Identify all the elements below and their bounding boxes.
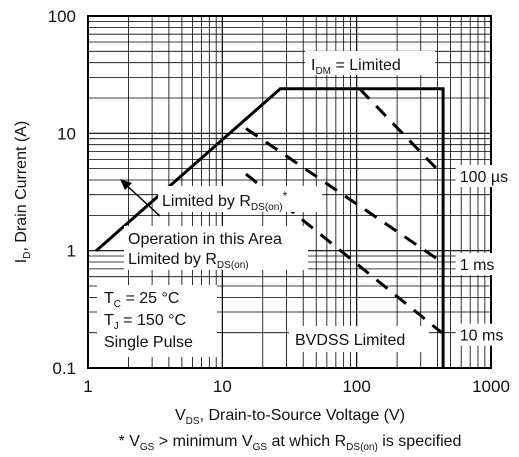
condition-tj: TJ = 150 °C <box>104 312 186 332</box>
operation-label-line1: Operation in this Area <box>128 231 282 248</box>
x-tick-label: 10 <box>213 377 232 396</box>
operation-label-line2: Limited by RDS(on) <box>128 251 249 271</box>
series-label-bg <box>455 253 512 276</box>
plot-frame <box>87 15 492 369</box>
y-tick-label: 0.1 <box>52 359 76 378</box>
rds-arrow <box>123 182 161 217</box>
idm-label: IDM = Limited <box>311 57 401 77</box>
series-label-bg <box>455 323 512 346</box>
idm-label-bg <box>305 51 435 75</box>
operation-label-bg <box>124 226 308 270</box>
y-tick-label: 10 <box>57 124 76 143</box>
x-tick-label: 1 <box>83 377 92 396</box>
condition-pulse: Single Pulse <box>104 334 193 351</box>
rds-label: Limited by RDS(on)* <box>162 189 288 213</box>
x-axis-label: VDS, Drain-to-Source Voltage (V) <box>175 407 405 427</box>
y-axis-label: ID, Drain Current (A) <box>13 121 33 263</box>
series-label-bg <box>455 165 512 188</box>
condition-tc: TC = 25 °C <box>104 290 179 310</box>
rds-label-bg <box>158 186 322 212</box>
pulse-line <box>358 87 443 176</box>
footnote: * VGS > minimum VGS at which RDS(on) is … <box>119 433 462 453</box>
pulse-lines <box>245 87 443 334</box>
series-labels: 100 µs 1 ms 10 ms <box>455 165 512 346</box>
y-tick-label: 1 <box>67 242 76 261</box>
series-label: 10 ms <box>460 328 504 345</box>
soa-boundary-line <box>95 87 445 368</box>
series-label: 100 µs <box>460 169 508 186</box>
pulse-line <box>245 127 443 264</box>
bvdss-label-bg <box>289 326 429 352</box>
pulse-line <box>245 172 443 334</box>
x-tick-label: 1000 <box>472 377 510 396</box>
bvdss-label: BVDSS Limited <box>295 332 405 349</box>
x-tick-label: 100 <box>342 377 370 396</box>
conditions-bg <box>97 285 217 357</box>
series-label: 1 ms <box>460 257 495 274</box>
tick-labels: 1 10 100 1000 0.1 1 10 100 <box>48 7 510 396</box>
rds-arrowhead-icon <box>120 179 132 190</box>
y-tick-label: 100 <box>48 7 76 26</box>
